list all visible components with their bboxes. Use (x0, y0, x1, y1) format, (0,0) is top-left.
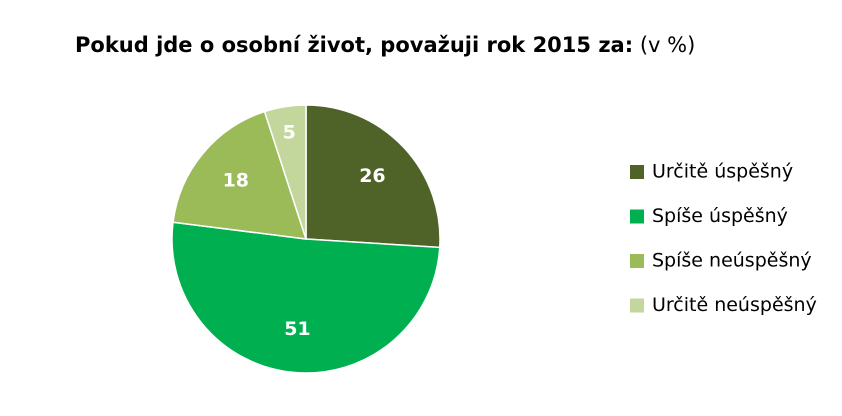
pie: 26 51 18 5 (171, 104, 441, 374)
chart-title-line: Pokud jde o osobní život, považuji rok 2… (75, 33, 695, 57)
legend: Určitě úspěšný Spíše úspěšný Spíše neúspěš… (630, 161, 817, 316)
legend-label: Určitě úspěšný (652, 161, 793, 183)
pie-slice (171, 221, 441, 374)
chart-subtitle: (v %) (640, 33, 695, 57)
data-label: 5 (283, 122, 296, 144)
legend-label: Spíše neúspěšný (652, 250, 812, 272)
legend-swatch (630, 298, 644, 313)
data-label: 51 (284, 318, 310, 340)
data-label: 18 (223, 169, 249, 191)
pie-slice (172, 110, 308, 240)
legend-label: Určitě neúspěšný (652, 294, 817, 316)
legend-label: Spíše úspěšný (652, 205, 788, 227)
legend-swatch (630, 165, 644, 179)
legend-swatch (630, 254, 644, 268)
data-label: 26 (359, 165, 385, 187)
legend-swatch (630, 209, 644, 224)
pie-slice (263, 104, 307, 240)
pie-slice (305, 104, 441, 249)
chart-title: Pokud jde o osobní život, považuji rok 2… (75, 33, 633, 57)
